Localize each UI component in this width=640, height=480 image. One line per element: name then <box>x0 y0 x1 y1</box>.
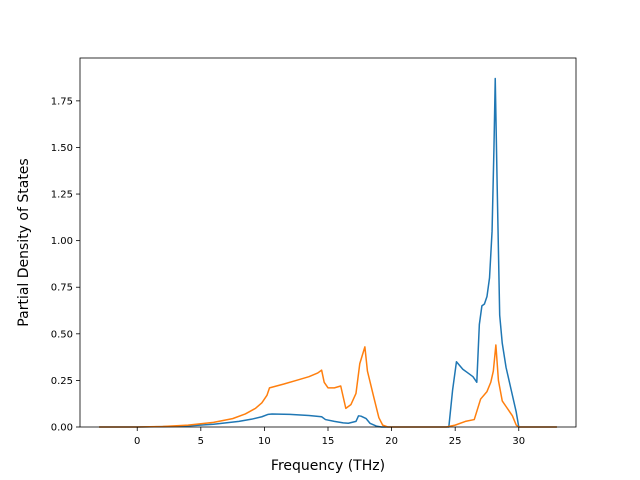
y-tick-label: 1.50 <box>51 143 73 154</box>
x-axis-label: Frequency (THz) <box>271 458 385 474</box>
y-axis-label: Partial Density of States <box>16 158 32 326</box>
x-tick-label: 30 <box>512 436 525 447</box>
y-tick-label: 1.25 <box>51 190 73 201</box>
y-tick-label: 1.75 <box>51 96 73 107</box>
y-tick-label: 0.00 <box>51 423 73 434</box>
x-axis-ticks: 0 5 10 15 20 25 30 <box>134 427 525 447</box>
x-tick-label: 25 <box>449 436 462 447</box>
x-tick-label: 5 <box>198 436 204 447</box>
x-tick-label: 10 <box>258 436 271 447</box>
y-tick-label: 0.25 <box>51 376 73 387</box>
x-tick-label: 0 <box>134 436 140 447</box>
y-tick-label: 0.50 <box>51 329 73 340</box>
y-tick-label: 0.75 <box>51 283 73 294</box>
y-tick-label: 1.00 <box>51 236 73 247</box>
series-line-2 <box>99 344 557 428</box>
y-axis-ticks: 0.00 0.25 0.50 0.75 1.00 1.25 1.50 1.75 <box>51 96 80 434</box>
x-tick-label: 15 <box>322 436 335 447</box>
x-tick-label: 20 <box>385 436 398 447</box>
